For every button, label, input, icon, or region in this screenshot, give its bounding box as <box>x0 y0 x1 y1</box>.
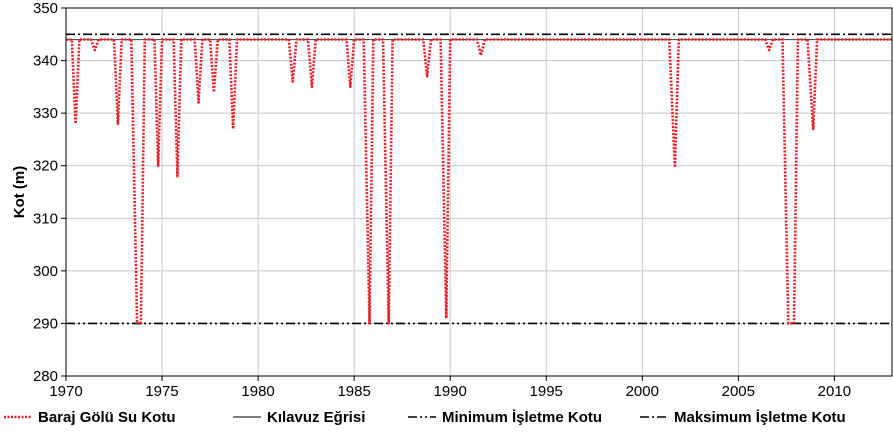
series-reservoir-water-level <box>66 38 892 325</box>
series-group <box>66 33 892 325</box>
x-tick-label: 1990 <box>433 383 466 400</box>
legend-label: Baraj Gölü Su Kotu <box>38 409 176 426</box>
legend-item-guide-curve: Kılavuz Eğrisi <box>233 409 365 426</box>
y-tick-label: 320 <box>33 158 58 175</box>
legend-label: Minimum İşletme Kotu <box>442 409 602 426</box>
x-tick-label: 1985 <box>337 383 370 400</box>
y-tick-label: 340 <box>33 53 58 70</box>
legend-label: Maksimum İşletme Kotu <box>674 409 846 426</box>
y-tick-labels: 280 290 300 310 320 330 340 350 <box>33 0 66 385</box>
y-tick-label: 280 <box>33 368 58 385</box>
x-tick-label: 2005 <box>722 383 755 400</box>
plot-frame <box>65 7 893 377</box>
x-tick-label: 2000 <box>626 383 659 400</box>
y-tick-label: 310 <box>33 210 58 227</box>
y-axis-label: Kot (m) <box>11 166 28 219</box>
x-tick-label: 1980 <box>241 383 274 400</box>
grid <box>65 7 892 377</box>
x-tick-label: 1970 <box>49 383 82 400</box>
y-tick-label: 330 <box>33 105 58 122</box>
y-tick-label: 300 <box>33 263 58 280</box>
x-tick-label: 1975 <box>145 383 178 400</box>
y-tick-label: 350 <box>33 0 58 17</box>
x-tick-label: 1995 <box>530 383 563 400</box>
legend-label: Kılavuz Eğrisi <box>267 409 365 426</box>
x-tick-label: 2010 <box>818 383 851 400</box>
legend-item-minimum-operating-level: Minimum İşletme Kotu <box>408 409 602 426</box>
y-tick-label: 290 <box>33 315 58 332</box>
x-tick-labels: 1970 1975 1980 1985 1990 1995 2000 2005 2010 <box>49 376 851 400</box>
legend-item-reservoir-water-level: Baraj Gölü Su Kotu <box>4 409 176 426</box>
legend-item-maximum-operating-level: Maksimum İşletme Kotu <box>640 409 846 426</box>
legend: Baraj Gölü Su Kotu Kılavuz Eğrisi Minimum … <box>4 409 846 426</box>
